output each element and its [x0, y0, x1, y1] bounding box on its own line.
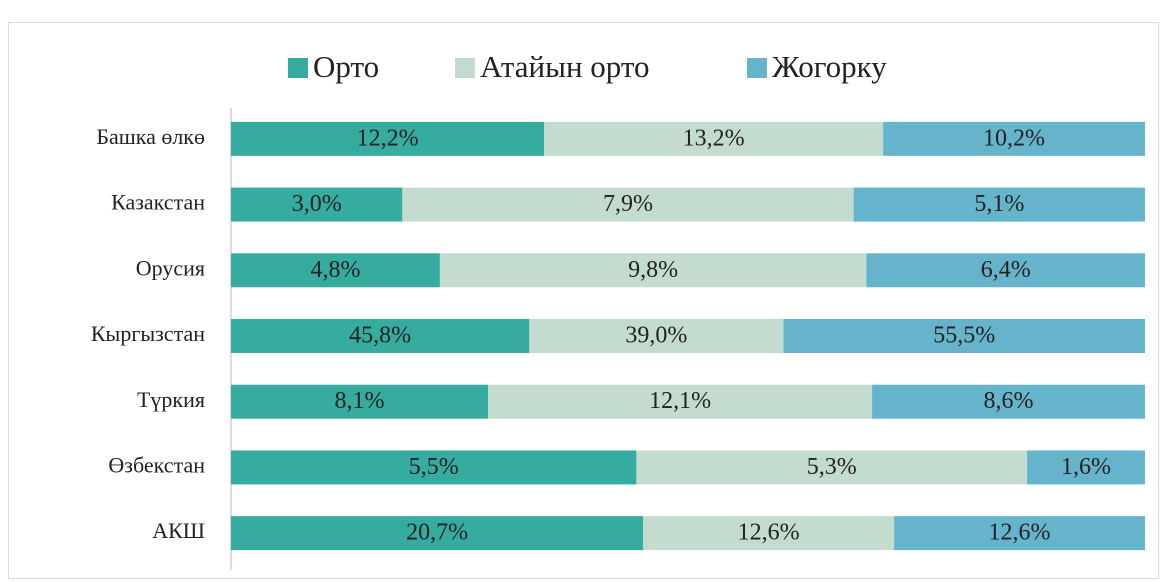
value-label: 13,2% — [683, 125, 745, 151]
value-label: 8,6% — [984, 388, 1034, 414]
y-tick-label: АКШ — [152, 518, 205, 543]
bar-segment — [231, 384, 489, 419]
value-label: 12,1% — [649, 388, 711, 414]
bar-segment — [883, 121, 1145, 156]
bar-segment — [488, 384, 873, 419]
y-tick-label: Түркия — [137, 387, 205, 412]
value-label: 12,6% — [738, 520, 800, 546]
value-label: 12,6% — [989, 520, 1051, 546]
value-label: 5,3% — [807, 454, 857, 480]
bar-segment — [866, 253, 1145, 288]
bar-segment — [529, 319, 784, 353]
value-label: 55,5% — [933, 323, 995, 349]
bar-segment — [402, 187, 854, 222]
y-tick-label: Өзбекстан — [108, 452, 205, 477]
value-label: 12,2% — [357, 125, 419, 151]
bar-segment — [231, 187, 403, 222]
chart-border — [8, 22, 1159, 579]
value-label: 3,0% — [292, 191, 342, 217]
legend-label: Жогорку — [772, 49, 887, 84]
bar-segment — [231, 319, 530, 353]
bar-segment — [853, 187, 1145, 222]
bar-segment — [643, 516, 895, 551]
bar-segment — [636, 450, 1028, 485]
bar-segment — [231, 253, 440, 288]
value-label: 7,9% — [603, 191, 653, 217]
value-label: 45,8% — [349, 323, 411, 349]
bar-segment — [872, 384, 1145, 419]
value-label: 5,1% — [974, 191, 1024, 217]
bar-segment — [783, 319, 1145, 353]
value-label: 8,1% — [335, 388, 385, 414]
bar-segment — [231, 450, 637, 485]
value-label: 20,7% — [406, 520, 468, 546]
bar-segment — [231, 516, 644, 551]
value-label: 10,2% — [983, 125, 1045, 151]
y-tick-label: Казакстан — [111, 190, 205, 215]
legend-swatch — [455, 58, 475, 78]
value-label: 6,4% — [981, 257, 1031, 283]
value-label: 4,8% — [310, 257, 360, 283]
value-label: 1,6% — [1061, 454, 1111, 480]
y-tick-label: Кыргызстан — [91, 321, 205, 346]
value-label: 39,0% — [625, 323, 687, 349]
y-tick-label: Орусия — [136, 255, 205, 280]
bar-segment — [544, 121, 884, 156]
bar-segment — [439, 253, 867, 288]
legend-swatch — [288, 58, 308, 78]
legend-label: Орто — [313, 49, 379, 84]
legend-label: Атайын орто — [480, 49, 650, 84]
bar-segment — [1027, 450, 1145, 485]
legend-swatch — [747, 58, 767, 78]
bar-segment — [894, 516, 1145, 551]
y-tick-label: Башка өлкө — [96, 124, 205, 149]
value-label: 5,5% — [409, 454, 459, 480]
bar-segment — [231, 121, 545, 156]
value-label: 9,8% — [628, 257, 678, 283]
